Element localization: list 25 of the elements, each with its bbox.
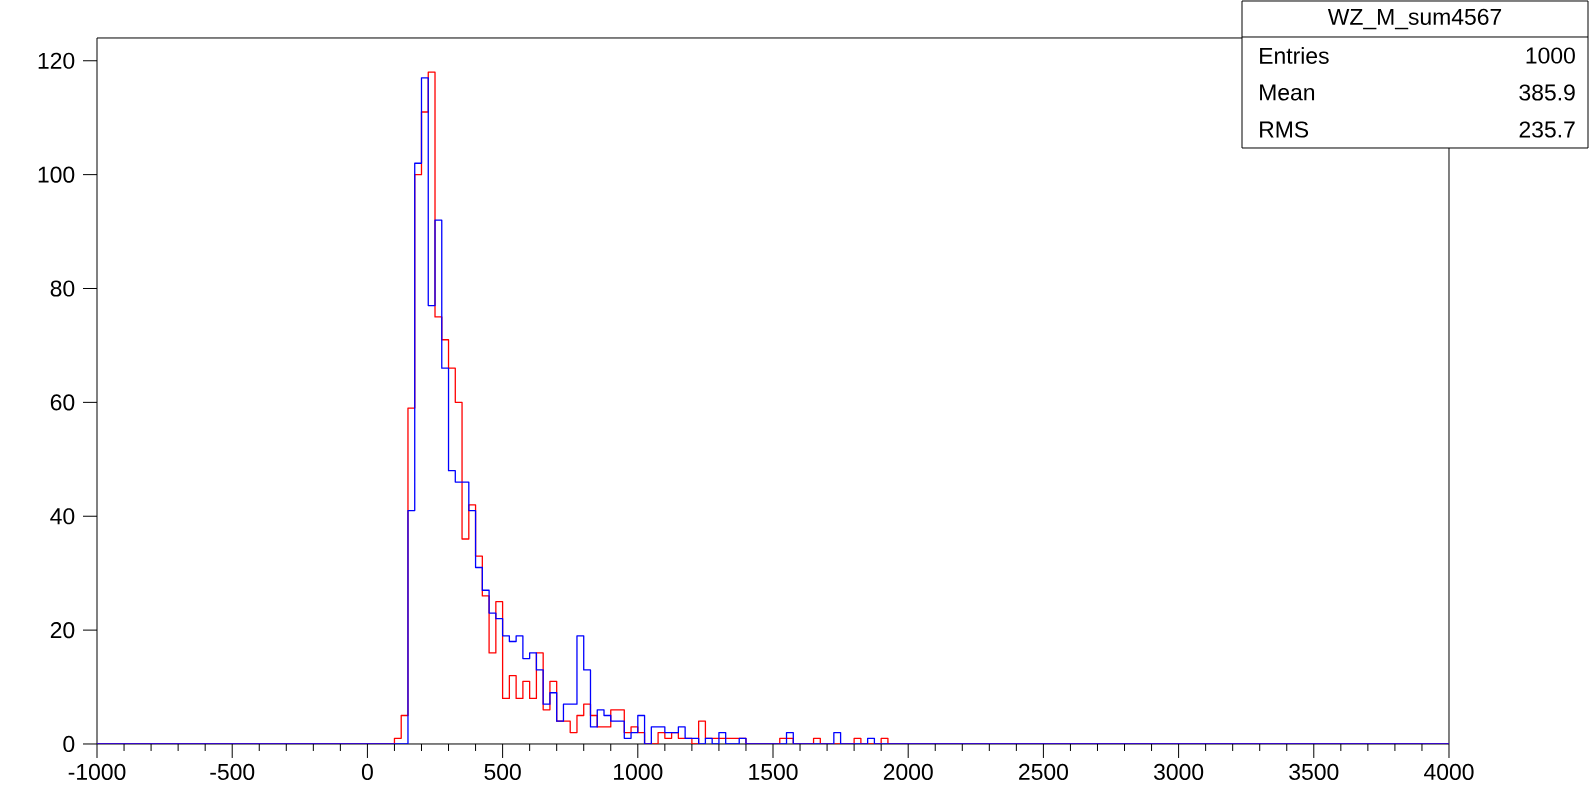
- y-tick-label: 60: [50, 394, 75, 411]
- annotation: Entries: [1260, 47, 1329, 64]
- annotation: RMS: [1260, 121, 1309, 138]
- x-tick-label: 3500: [1289, 763, 1339, 781]
- x-tick-label: -500: [210, 763, 255, 781]
- x-tick-label: -1000: [68, 763, 126, 781]
- x-tick-label: 2000: [883, 763, 933, 781]
- text: 385.9: [1519, 84, 1575, 101]
- y-tick-label: 20: [50, 622, 75, 639]
- y-tick-label: 0: [63, 735, 75, 753]
- y-tick-label: 80: [50, 280, 75, 297]
- x-tick-label: 1500: [749, 763, 798, 781]
- x-tick-label: 3000: [1153, 763, 1204, 781]
- text: 235.7: [1519, 121, 1575, 138]
- y-tick-label: 40: [50, 508, 75, 525]
- text: 1000: [1526, 47, 1575, 64]
- chart-title: WZ_M_sum4567: [1327, 8, 1502, 30]
- x-tick-label: 1000: [614, 763, 663, 781]
- y-tick-label: 100: [38, 166, 75, 183]
- annotation: Mean: [1260, 84, 1315, 101]
- y-tick-label: 120: [38, 52, 75, 69]
- x-tick-label: 0: [361, 763, 373, 781]
- x-tick-label: 4000: [1424, 763, 1474, 781]
- x-tick-label: 2500: [1019, 763, 1068, 781]
- x-tick-label: 500: [484, 763, 521, 781]
